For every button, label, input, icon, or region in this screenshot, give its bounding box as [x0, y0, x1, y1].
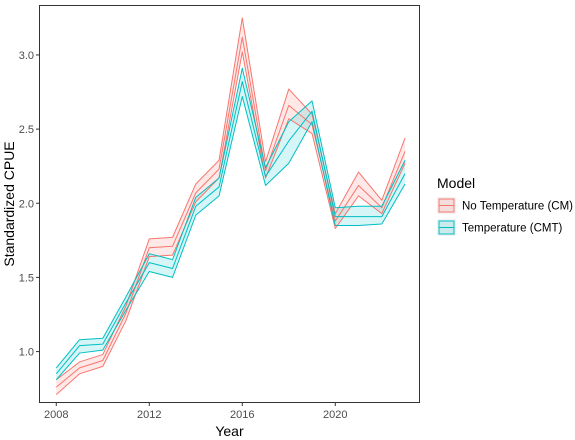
- legend-label-cmt: Temperature (CMT): [462, 223, 562, 235]
- legend-item-cm: No Temperature (CM): [437, 197, 573, 214]
- x-tick-label: 2012: [137, 409, 161, 421]
- y-tick-label: 1.0: [19, 347, 34, 359]
- series-lines: [55, 17, 406, 395]
- y-tick-label: 3.0: [19, 50, 34, 62]
- y-axis-title: Standardized CPUE: [1, 141, 17, 266]
- legend: Model No Temperature (CM) Temperature (CM…: [437, 175, 573, 236]
- x-tick-label: 2020: [323, 409, 347, 421]
- plot-panel: [39, 5, 420, 403]
- x-tick-label: 2016: [230, 409, 254, 421]
- y-tick-label: 2.5: [19, 124, 34, 136]
- x-tick-label: 2008: [44, 409, 68, 421]
- lower-bound-line-cm: [55, 51, 406, 395]
- y-tick-label: 1.5: [19, 272, 34, 284]
- y-tick-label: 2.0: [19, 198, 34, 210]
- legend-title: Model: [437, 175, 475, 191]
- upper-bound-line-cmt: [55, 67, 406, 369]
- x-axis: 2008 2012 2016 2020: [44, 402, 348, 421]
- y-axis: 1.0 1.5 2.0 2.5 3.0: [19, 50, 40, 359]
- estimate-line-cmt: [55, 81, 406, 375]
- lower-bound-line-cmt: [55, 95, 406, 381]
- ci-band-cm: [56, 17, 406, 395]
- x-axis-title: Year: [215, 423, 244, 439]
- legend-item-cmt: Temperature (CMT): [437, 219, 562, 236]
- legend-label-cm: No Temperature (CM): [462, 201, 573, 213]
- estimate-line-cm: [55, 36, 406, 388]
